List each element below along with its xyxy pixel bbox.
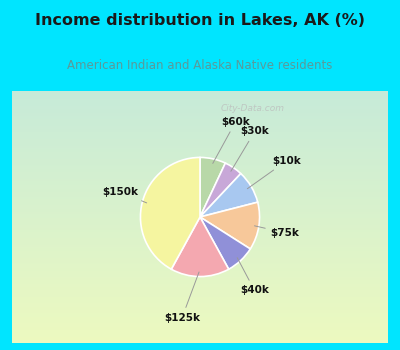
Text: $150k: $150k bbox=[102, 187, 147, 203]
Wedge shape bbox=[200, 202, 260, 249]
Wedge shape bbox=[200, 174, 258, 217]
Text: Income distribution in Lakes, AK (%): Income distribution in Lakes, AK (%) bbox=[35, 13, 365, 28]
Wedge shape bbox=[200, 163, 241, 217]
Wedge shape bbox=[171, 217, 229, 276]
Wedge shape bbox=[140, 158, 200, 269]
Wedge shape bbox=[200, 158, 225, 217]
Text: $75k: $75k bbox=[254, 226, 300, 238]
Text: $40k: $40k bbox=[237, 258, 269, 295]
Text: $30k: $30k bbox=[231, 126, 269, 171]
Wedge shape bbox=[200, 217, 250, 269]
Text: $125k: $125k bbox=[164, 272, 200, 323]
Text: American Indian and Alaska Native residents: American Indian and Alaska Native reside… bbox=[67, 59, 333, 72]
Text: $10k: $10k bbox=[247, 156, 301, 189]
Text: $60k: $60k bbox=[213, 117, 250, 163]
Text: City-Data.com: City-Data.com bbox=[220, 104, 284, 113]
